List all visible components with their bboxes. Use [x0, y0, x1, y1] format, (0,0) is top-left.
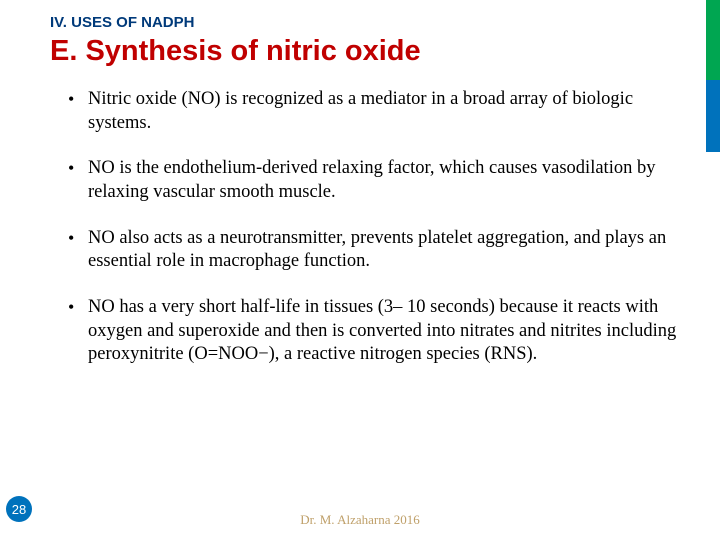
- list-item: NO is the endothelium-derived relaxing f…: [68, 157, 690, 204]
- bullet-list: Nitric oxide (NO) is recognized as a med…: [50, 88, 690, 367]
- stripe-green: [706, 0, 720, 80]
- slide-content: IV. USES OF NADPH E. Synthesis of nitric…: [50, 14, 690, 389]
- footer-credit: Dr. M. Alzaharna 2016: [0, 512, 720, 528]
- stripe-blue: [706, 80, 720, 152]
- section-label: IV. USES OF NADPH: [50, 14, 690, 31]
- list-item: NO also acts as a neurotransmitter, prev…: [68, 227, 690, 274]
- slide-title: E. Synthesis of nitric oxide: [50, 35, 690, 68]
- list-item: NO has a very short half-life in tissues…: [68, 296, 690, 367]
- list-item: Nitric oxide (NO) is recognized as a med…: [68, 88, 690, 135]
